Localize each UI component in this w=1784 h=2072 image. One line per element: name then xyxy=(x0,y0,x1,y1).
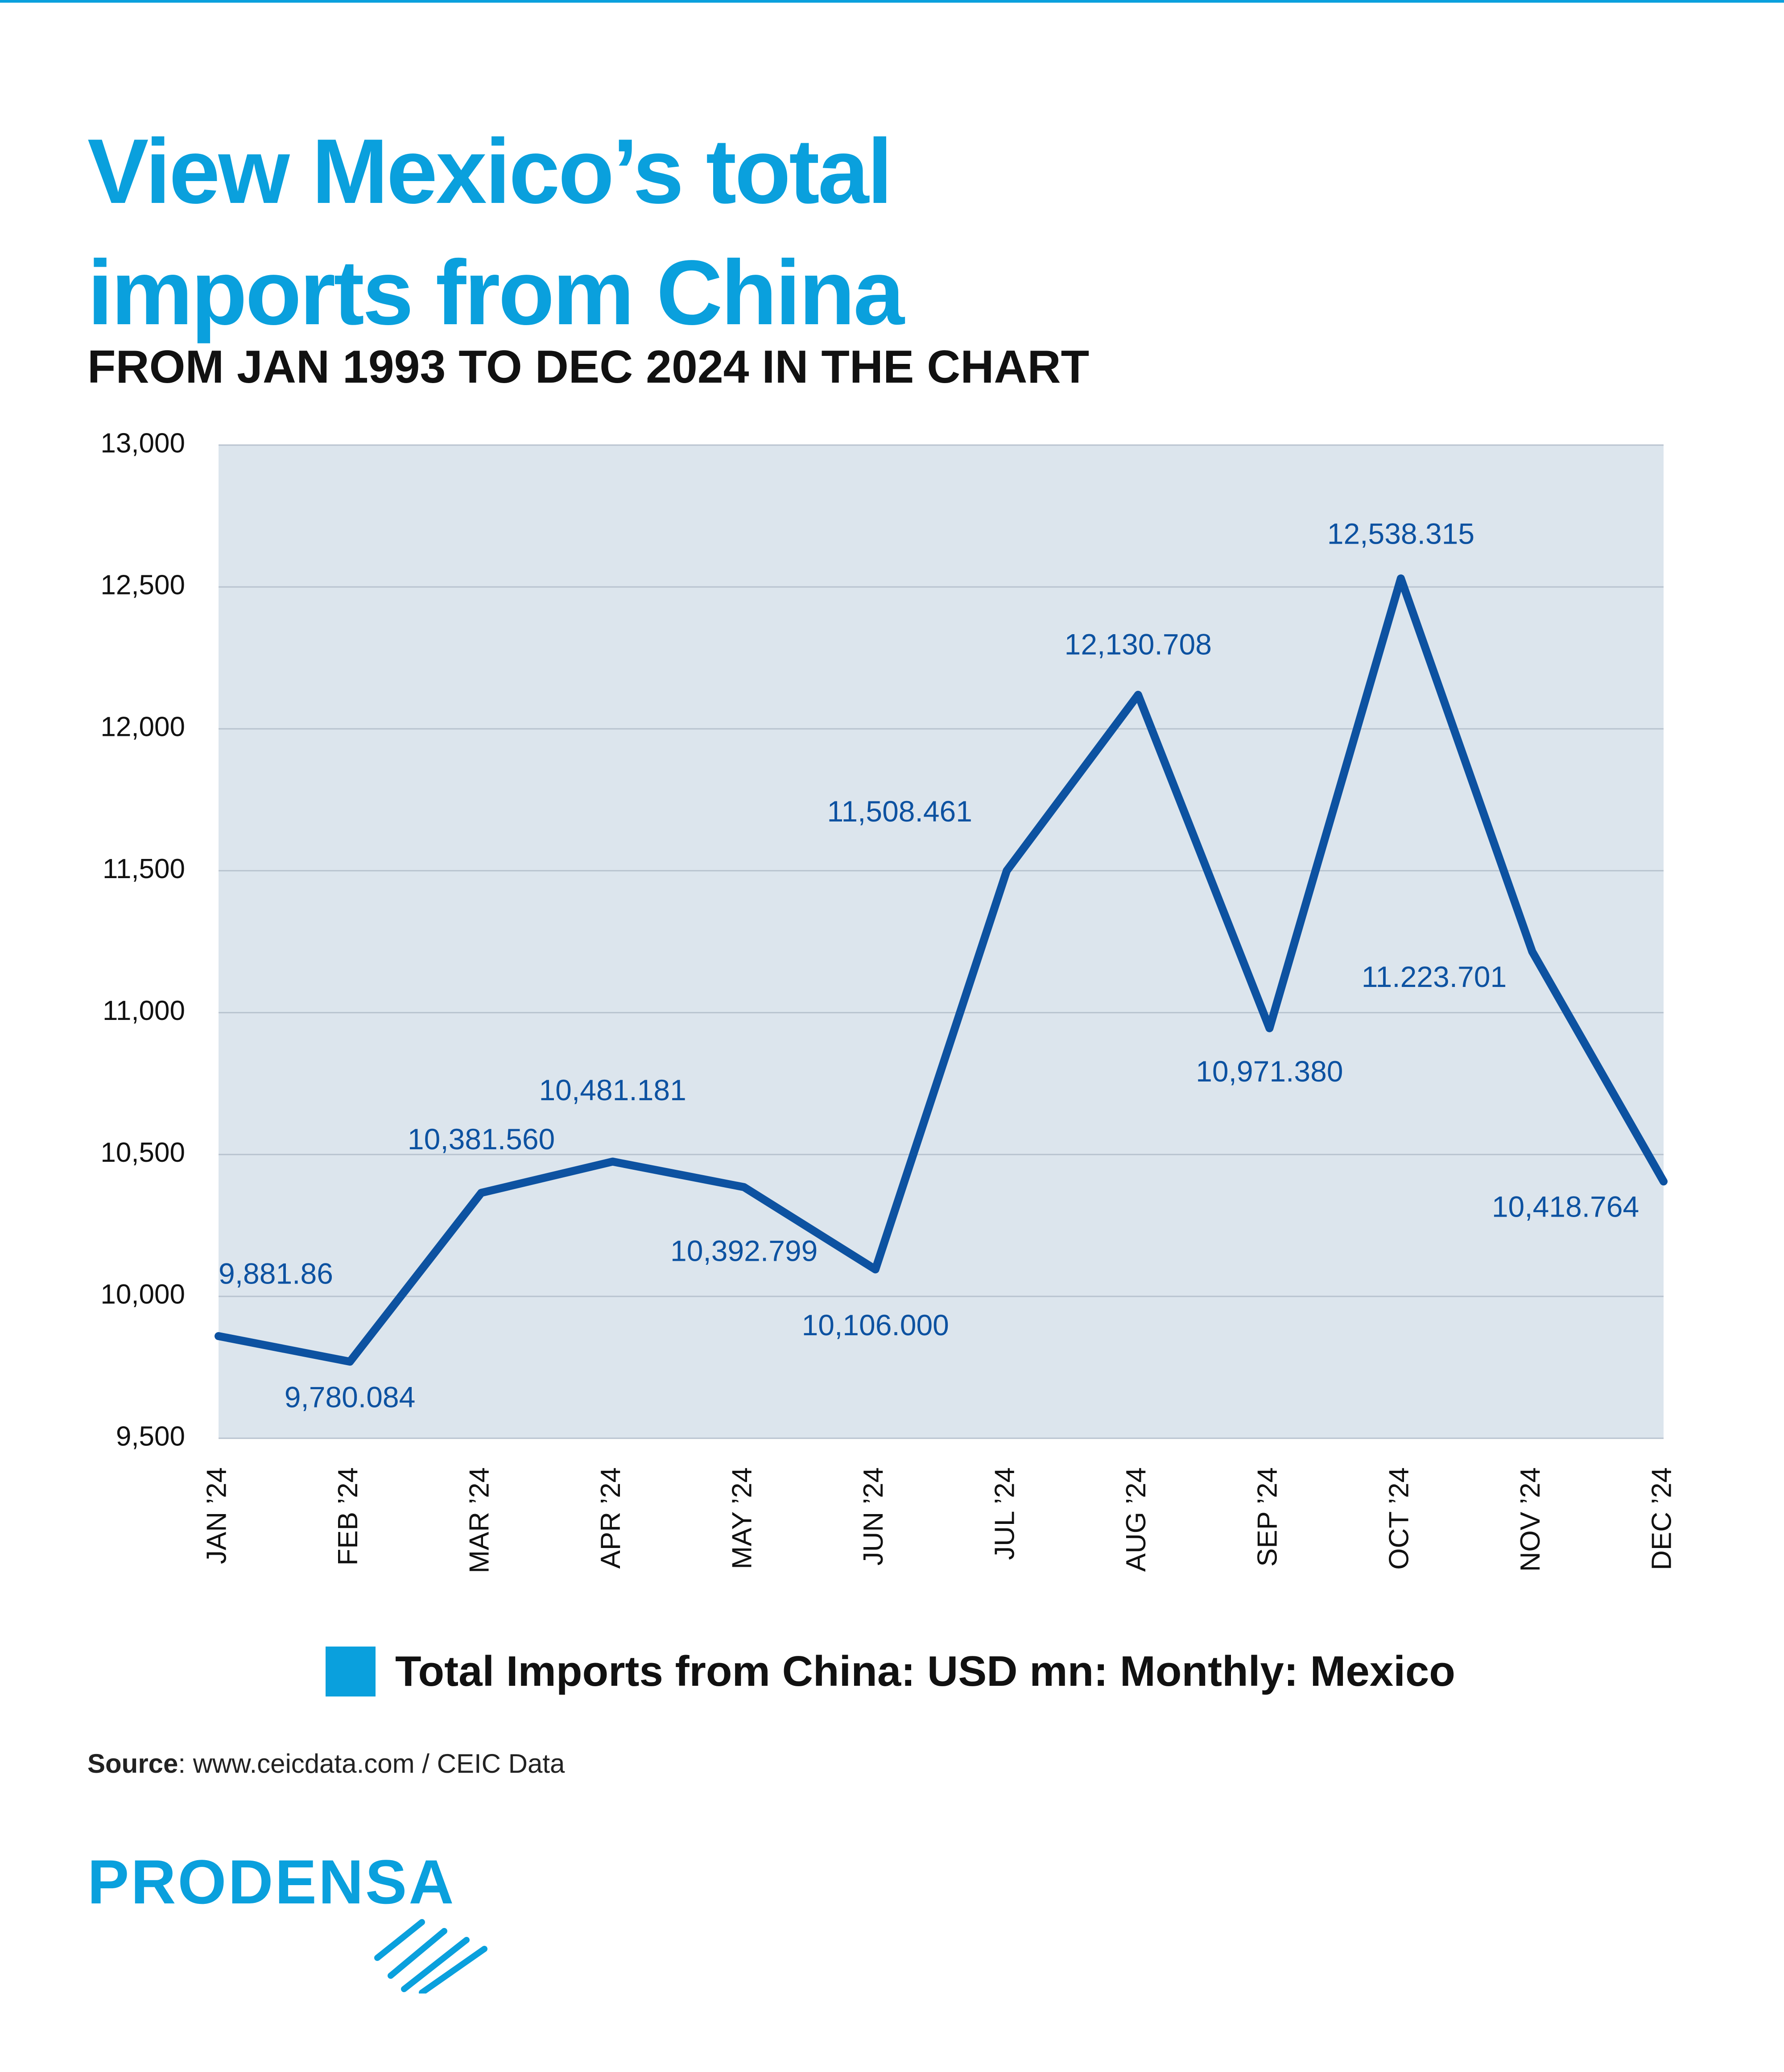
data-label: 10,971.380 xyxy=(1196,1055,1343,1088)
y-tick-label: 12,000 xyxy=(100,712,185,743)
prodensa-logo: PRODENSA xyxy=(87,1846,487,1994)
y-tick-label: 9,500 xyxy=(116,1421,185,1452)
data-label: 11,508.461 xyxy=(827,795,972,828)
data-label: 10,392.799 xyxy=(670,1234,818,1267)
y-axis-ticks: 9,500 10,000 10,500 11,000 11,500 12,000 12,50… xyxy=(100,428,185,1452)
x-tick-label: JUN ’24 xyxy=(858,1467,889,1566)
data-label: 9,881.86 xyxy=(219,1257,333,1290)
x-tick-label: JUL ’24 xyxy=(990,1467,1020,1560)
legend-label: Total Imports from China: USD mn: Monthl… xyxy=(395,1647,1455,1695)
logo-stripes-icon xyxy=(374,1919,487,1994)
line-chart: 9,500 10,000 10,500 11,000 11,500 12,000 12,50… xyxy=(100,428,1677,1573)
y-tick-label: 10,000 xyxy=(100,1279,185,1310)
page-subtitle: FROM JAN 1993 TO DEC 2024 IN THE CHART xyxy=(87,341,1090,393)
plot-area xyxy=(219,445,1664,1438)
data-label: 10,106.000 xyxy=(802,1308,949,1341)
plot-background xyxy=(219,445,1664,1438)
x-axis-ticks: JAN ’24 FEB ’24 MAR ’24 APR ’24 MAY ’24 JUN ’… xyxy=(201,1467,1677,1573)
x-tick-label: JAN ’24 xyxy=(201,1467,232,1564)
x-tick-label: MAR ’24 xyxy=(464,1467,495,1573)
legend-swatch xyxy=(326,1647,376,1696)
x-tick-label: NOV ’24 xyxy=(1515,1467,1546,1572)
data-label: 11.223.701 xyxy=(1362,960,1507,993)
source-text: : www.ceicdata.com / CEIC Data xyxy=(178,1749,565,1779)
x-tick-label: SEP ’24 xyxy=(1252,1467,1283,1567)
data-label: 12,538.315 xyxy=(1327,517,1474,550)
logo-text: PRODENSA xyxy=(87,1847,456,1917)
source-label: Source xyxy=(87,1749,178,1779)
data-label: 10,481.181 xyxy=(539,1073,686,1106)
x-tick-label: AUG ’24 xyxy=(1121,1467,1152,1572)
data-label: 10,381.560 xyxy=(408,1123,555,1156)
x-tick-label: DEC ’24 xyxy=(1646,1467,1677,1570)
page-title: View Mexico’s total imports from China xyxy=(87,111,1604,353)
x-tick-label: MAY ’24 xyxy=(727,1467,758,1569)
source-note: Source: www.ceicdata.com / CEIC Data xyxy=(87,1748,565,1779)
data-labels: 9,881.86 9,780.084 10,381.560 10,481.181 10,… xyxy=(219,517,1639,1413)
data-label: 12,130.708 xyxy=(1065,627,1212,660)
data-label: 10,418.764 xyxy=(1492,1190,1639,1223)
top-rule xyxy=(0,0,1784,3)
y-tick-label: 10,500 xyxy=(100,1137,185,1168)
y-tick-label: 12,500 xyxy=(100,570,185,601)
x-tick-label: FEB ’24 xyxy=(333,1467,363,1566)
series-line xyxy=(215,574,1668,1366)
x-tick-label: APR ’24 xyxy=(595,1467,626,1568)
y-tick-label: 11,500 xyxy=(103,854,185,884)
title-line-1: View Mexico’s total xyxy=(87,120,893,223)
title-line-2: imports from China xyxy=(87,241,904,344)
gridlines xyxy=(219,444,1664,1439)
y-tick-label: 13,000 xyxy=(100,428,185,458)
y-tick-label: 11,000 xyxy=(103,995,185,1026)
data-label: 9,780.084 xyxy=(285,1381,416,1414)
x-tick-label: OCT ’24 xyxy=(1383,1467,1414,1570)
legend: Total Imports from China: USD mn: Monthl… xyxy=(326,1645,1455,1698)
series-line-group xyxy=(215,574,1668,1366)
